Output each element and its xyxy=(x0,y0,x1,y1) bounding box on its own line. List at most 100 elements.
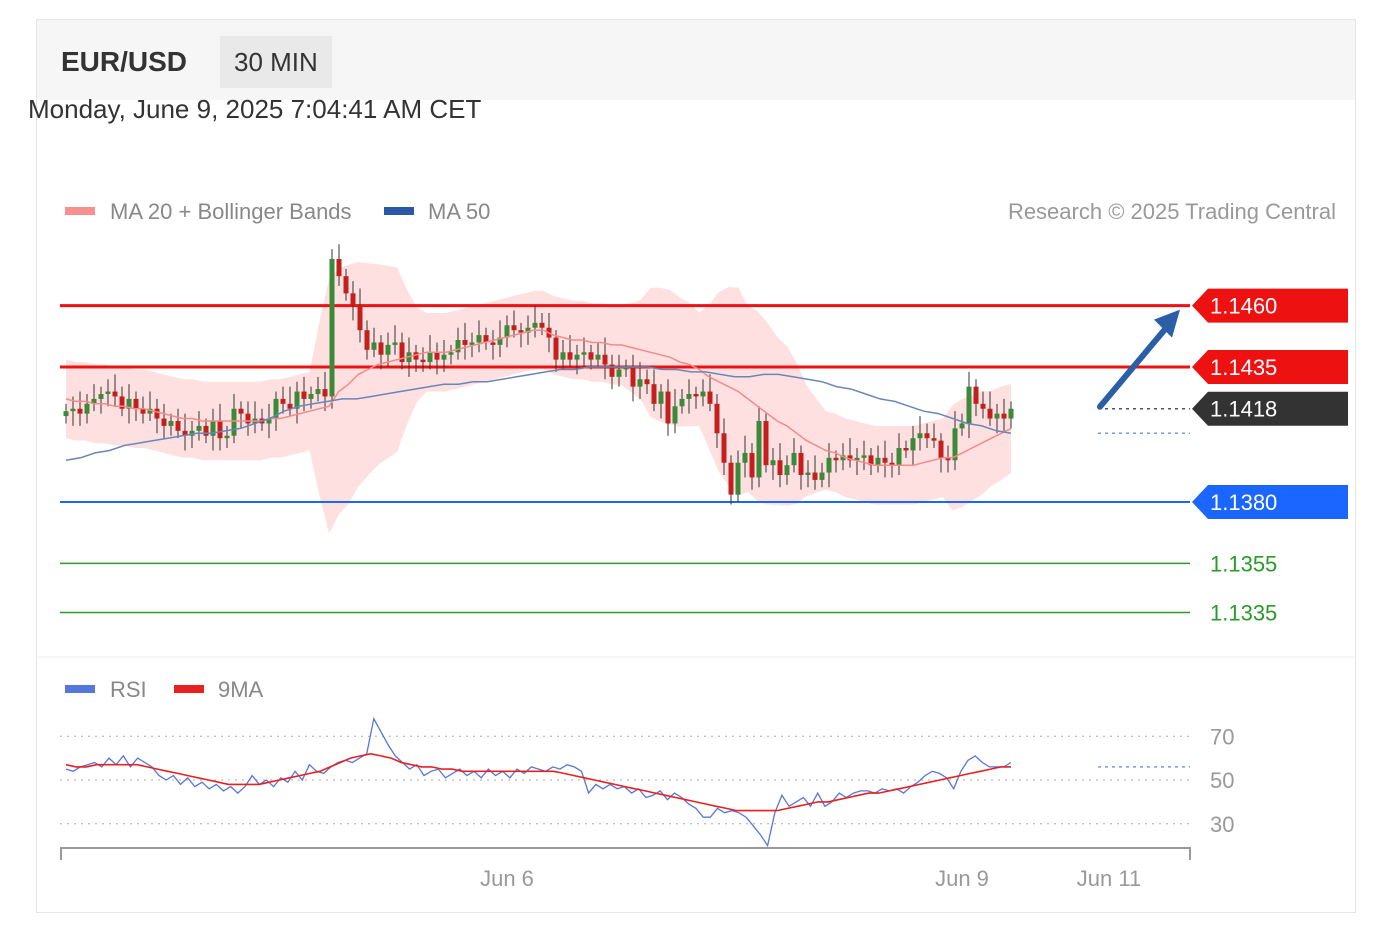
candle-body xyxy=(511,325,517,331)
candle-body xyxy=(791,452,797,466)
candle-body xyxy=(735,462,741,495)
legend-ma50-label: MA 50 xyxy=(428,199,491,224)
candle-body xyxy=(105,391,111,394)
level-tag-1.1460 xyxy=(1192,288,1348,323)
candle-body xyxy=(413,352,419,360)
rsi-tick-50: 50 xyxy=(1210,768,1234,793)
candle-body xyxy=(567,352,573,360)
candle-body xyxy=(721,433,727,463)
candle-body xyxy=(938,440,944,458)
chart-card: EUR/USD 30 MIN xyxy=(36,19,1356,913)
candle-body xyxy=(966,386,972,424)
candle-body xyxy=(770,460,776,466)
level-label-1.1355: 1.1355 xyxy=(1210,551,1277,576)
candle-body xyxy=(280,398,286,404)
candle-body xyxy=(336,259,342,277)
candle-body xyxy=(742,452,748,463)
candle-body xyxy=(378,342,384,355)
candle-body xyxy=(84,403,90,414)
x-axis xyxy=(60,847,1191,860)
candle-body xyxy=(322,389,328,397)
candle-body xyxy=(483,335,489,343)
candle-body xyxy=(504,325,510,338)
candle-body xyxy=(833,457,839,461)
candle-body xyxy=(98,394,104,399)
level-label-1.1460: 1.1460 xyxy=(1210,294,1277,319)
credit-text: Research © 2025 Trading Central xyxy=(1007,199,1336,224)
candle-body xyxy=(133,398,139,409)
candle-body xyxy=(665,391,671,424)
candle-body xyxy=(357,305,363,331)
candle-body xyxy=(203,425,209,436)
legend-ma50-swatch xyxy=(384,207,414,215)
candle-body xyxy=(875,457,881,466)
candle-body xyxy=(315,389,321,394)
candle-body xyxy=(210,421,216,436)
level-tag-1.1418 xyxy=(1192,391,1348,426)
candle-body xyxy=(651,384,657,404)
candle-body xyxy=(602,354,608,365)
candle-body xyxy=(294,391,300,409)
candle-body xyxy=(161,418,167,426)
candle-body xyxy=(175,421,181,431)
candle-body xyxy=(595,354,601,360)
x-tick-Jun-9: Jun 9 xyxy=(935,866,989,891)
candle-body xyxy=(427,352,433,363)
level-tag-1.1380 xyxy=(1192,485,1348,519)
candle-body xyxy=(553,337,559,360)
candle-body xyxy=(707,391,713,404)
level-label-1.1380: 1.1380 xyxy=(1210,490,1277,515)
candle-body xyxy=(560,352,566,360)
bollinger-band xyxy=(66,262,1011,534)
candle-body xyxy=(168,421,174,426)
timeframe-button[interactable]: 30 MIN xyxy=(220,36,332,88)
candle-body xyxy=(812,472,818,480)
candle-body xyxy=(224,435,230,439)
candle-body xyxy=(910,438,916,451)
x-tick-Jun-6: Jun 6 xyxy=(480,866,534,891)
candle-body xyxy=(147,408,153,414)
candle-body xyxy=(798,452,804,475)
candle-body xyxy=(539,322,545,328)
level-label-1.1335: 1.1335 xyxy=(1210,600,1277,625)
candle-body xyxy=(574,354,580,360)
candle-body xyxy=(112,391,118,397)
candle-body xyxy=(525,327,531,333)
level-label-1.1418: 1.1418 xyxy=(1210,397,1277,422)
candle-body xyxy=(854,457,860,461)
level-label-1.1435: 1.1435 xyxy=(1210,355,1277,380)
candle-body xyxy=(714,403,720,434)
candle-body xyxy=(63,411,69,417)
candle-body xyxy=(882,457,888,463)
rsi-series-9MA xyxy=(65,752,1011,812)
candle-body xyxy=(245,413,251,424)
candle-body xyxy=(273,398,279,419)
candle-body xyxy=(784,465,790,475)
candle-body xyxy=(980,403,986,409)
candle-body xyxy=(119,396,125,409)
candle-body xyxy=(756,421,762,478)
candle-body xyxy=(308,394,314,399)
candle-body xyxy=(931,438,937,441)
candle-body xyxy=(630,367,636,387)
candle-body xyxy=(805,472,811,475)
candle-body xyxy=(266,418,272,424)
candle-body xyxy=(826,457,832,473)
candle-body xyxy=(455,340,461,353)
ma50-line xyxy=(65,366,1012,462)
candle-body xyxy=(350,293,356,306)
legend-ma20-label: MA 20 + Bollinger Bands xyxy=(110,199,352,224)
timestamp: Monday, June 9, 2025 7:04:41 AM CET xyxy=(28,94,482,124)
candle-body xyxy=(952,428,958,461)
candle-body xyxy=(497,337,503,345)
candle-body xyxy=(644,379,650,385)
candle-body xyxy=(469,342,475,345)
candle-body xyxy=(658,391,664,404)
candle-body xyxy=(140,408,146,414)
candle-body xyxy=(441,354,447,360)
candle-body xyxy=(364,330,370,350)
legend-9ma-label: 9MA xyxy=(218,677,264,702)
candle-body xyxy=(868,455,874,466)
candle-body xyxy=(329,259,335,397)
